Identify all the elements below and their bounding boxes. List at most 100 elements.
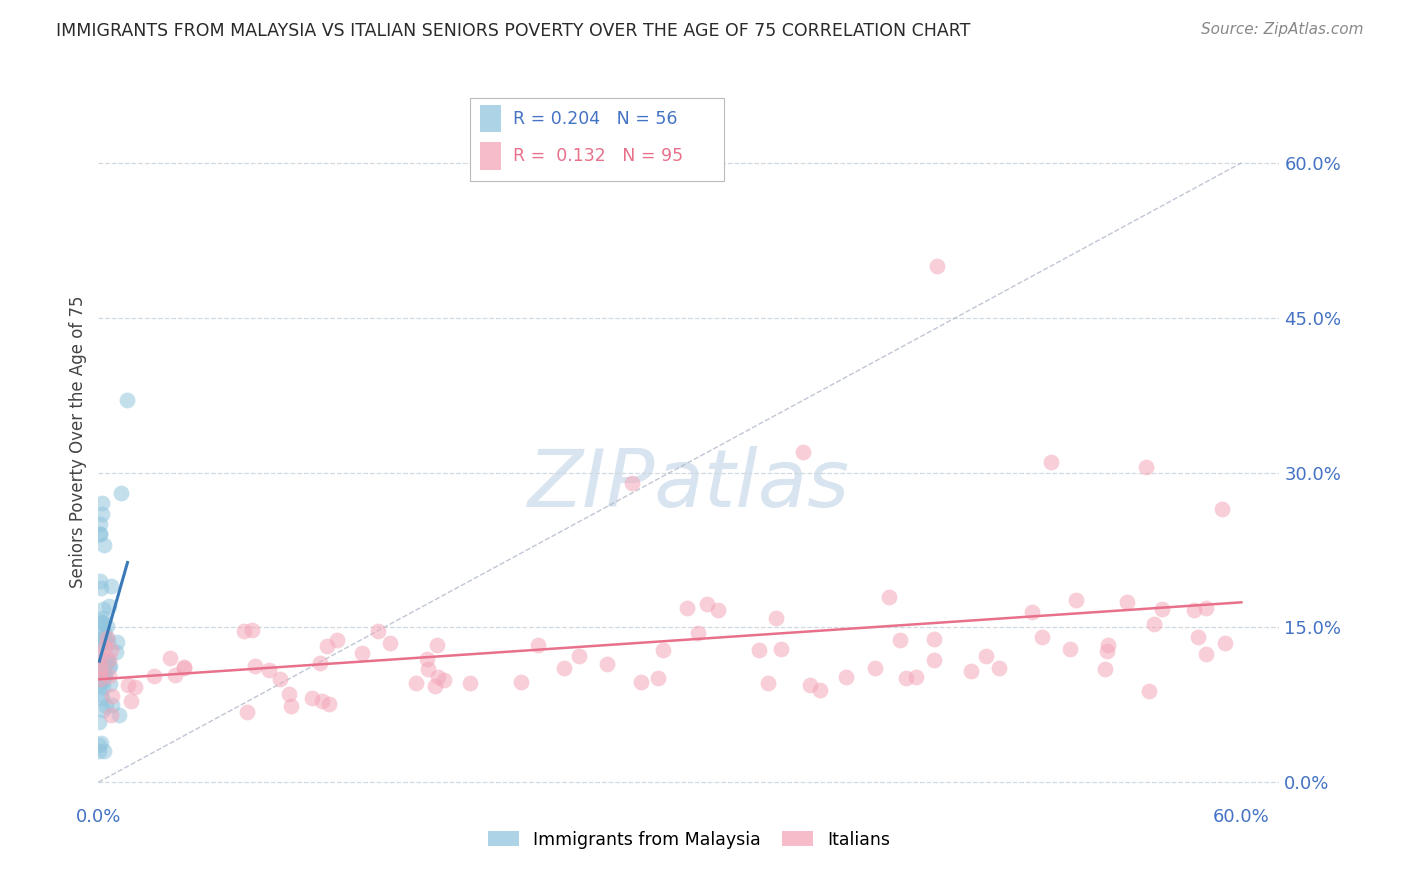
Point [89,677,111,691]
Point [159,650,181,665]
Point [173,661,195,675]
Point [108,707,131,722]
Text: IMMIGRANTS FROM MALAYSIA VS ITALIAN SENIORS POVERTY OVER THE AGE OF 75 CORRELATI: IMMIGRANTS FROM MALAYSIA VS ITALIAN SENI… [56,22,970,40]
Point [98,660,121,674]
Point [318,697,340,711]
Point [89,673,111,688]
Point [1182,603,1205,617]
Point [240,623,263,637]
Point [97,653,120,667]
Text: Source: ZipAtlas.com: Source: ZipAtlas.com [1201,22,1364,37]
Point [416,652,439,666]
Point [94,640,117,654]
Point [1143,616,1166,631]
Point [311,694,333,708]
Point [792,445,814,459]
Point [124,680,146,694]
Point [526,639,548,653]
Point [1095,643,1118,657]
Point [98,653,121,667]
Point [91,507,114,521]
Point [1039,455,1062,469]
Point [93,637,115,651]
Point [89,527,111,541]
Point [877,591,900,605]
Point [91,631,114,645]
Point [105,635,128,649]
Point [922,632,945,647]
Point [98,677,121,691]
Point [835,669,858,683]
Point [89,659,111,673]
Point [94,668,117,682]
Text: R = 0.204   N = 56: R = 0.204 N = 56 [513,110,678,128]
Point [1187,630,1209,644]
Point [89,527,111,541]
Point [173,659,195,673]
Point [89,517,111,532]
Point [100,643,122,657]
Point [378,636,401,650]
Point [91,680,114,694]
Point [105,645,128,659]
Point [269,672,291,686]
Point [91,653,114,667]
Point [91,691,114,706]
Point [987,661,1010,675]
Point [110,486,132,500]
Point [89,574,111,588]
Point [596,657,619,671]
Point [89,672,111,686]
Point [974,648,997,663]
Point [425,679,447,693]
Point [90,630,112,644]
Point [91,673,114,687]
Point [94,668,117,682]
Point [100,689,122,703]
Point [280,699,302,714]
Point [91,616,114,631]
Point [1152,602,1174,616]
Point [1135,460,1157,475]
Point [96,618,118,632]
Point [91,615,114,630]
Point [765,611,787,625]
Point [758,676,780,690]
Point [89,665,111,680]
Text: ZIPatlas: ZIPatlas [527,446,851,524]
Point [93,601,115,615]
Y-axis label: Seniors Poverty Over the Age of 75: Seniors Poverty Over the Age of 75 [69,295,87,588]
Point [89,640,111,655]
Point [91,674,114,689]
Text: R =  0.132   N = 95: R = 0.132 N = 95 [513,147,683,165]
Point [889,633,911,648]
Point [89,738,111,752]
Point [100,707,122,722]
Point [770,641,793,656]
Point [233,624,256,639]
Point [367,624,389,639]
Point [1031,630,1053,644]
Point [94,699,117,714]
Point [120,694,142,708]
Bar [479,105,501,132]
Point [96,631,118,645]
Point [143,669,166,683]
Point [1194,601,1216,615]
Point [316,639,339,653]
Point [405,675,427,690]
Point [553,660,575,674]
Point [675,601,697,615]
Point [93,667,115,681]
Point [863,661,886,675]
Bar [479,143,501,169]
Point [630,674,652,689]
Point [1195,647,1218,661]
Point [1137,684,1160,698]
FancyBboxPatch shape [471,98,724,181]
Point [509,675,531,690]
Point [352,646,374,660]
Point [96,655,118,669]
Point [89,715,111,730]
Point [707,603,730,617]
